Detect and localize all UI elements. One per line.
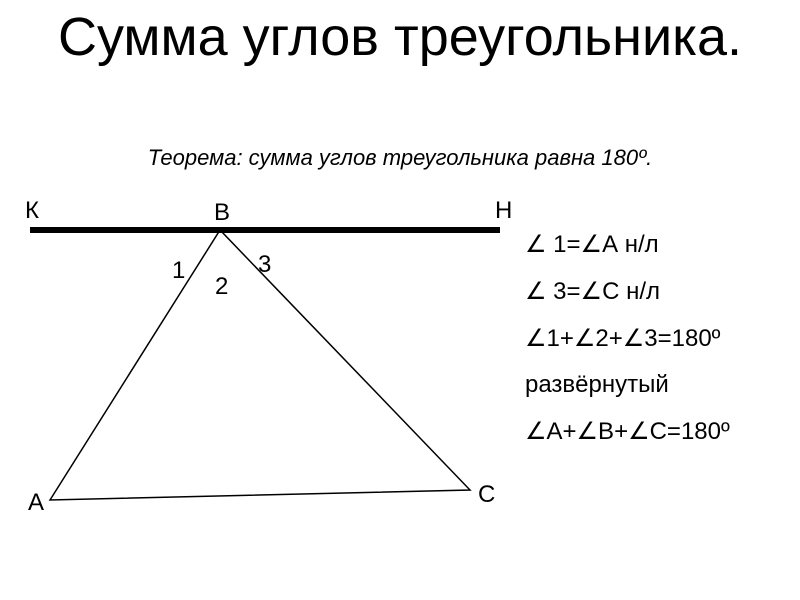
svg-text:2: 2	[215, 273, 228, 300]
proof-block: ∠ 1=∠А н/л ∠ 3=∠С н/л ∠1+∠2+∠3=180º разв…	[525, 230, 730, 464]
diagram-svg: А В С К Н 1 2 3	[20, 190, 520, 530]
page-title: Сумма углов треугольника.	[0, 8, 800, 67]
proof-line: ∠1+∠2+∠3=180º	[525, 324, 730, 353]
svg-text:3: 3	[258, 251, 271, 278]
svg-text:Н: Н	[495, 197, 512, 224]
proof-line: ∠ 1=∠А н/л	[525, 230, 730, 259]
triangle-diagram: А В С К Н 1 2 3	[20, 190, 520, 535]
theorem-subtitle: Теорема: сумма углов треугольника равна …	[0, 145, 800, 171]
svg-text:В: В	[214, 199, 230, 226]
proof-line: ∠А+∠В+∠С=180º	[525, 417, 730, 446]
svg-text:К: К	[25, 197, 39, 224]
svg-text:1: 1	[172, 257, 185, 284]
svg-text:А: А	[28, 489, 44, 516]
proof-line: развёрнутый	[525, 371, 730, 399]
svg-text:С: С	[478, 481, 495, 508]
proof-line: ∠ 3=∠С н/л	[525, 277, 730, 306]
